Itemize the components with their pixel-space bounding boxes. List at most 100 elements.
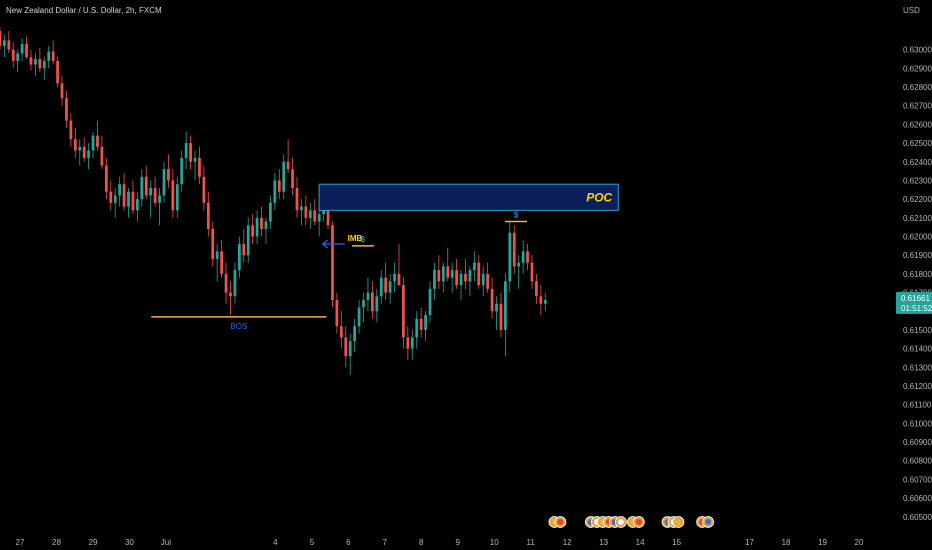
candle bbox=[543, 292, 547, 312]
time-tick-label: 5 bbox=[310, 538, 315, 547]
time-tick-label: 30 bbox=[125, 538, 134, 547]
candle-body bbox=[433, 270, 436, 289]
time-axis[interactable]: 27 28 29 30 Jul 4 5 6 7 8 9 10 11 12 13 14 15 17 18 19 20 bbox=[16, 538, 864, 547]
candle-body bbox=[366, 292, 370, 301]
candle bbox=[410, 329, 414, 360]
price-tick-label: 0.60700 bbox=[903, 475, 932, 484]
candle-body bbox=[362, 300, 365, 308]
price-tick-label: 0.62900 bbox=[903, 64, 932, 73]
candle-body bbox=[87, 150, 90, 159]
candle bbox=[162, 161, 166, 203]
candle-body bbox=[246, 225, 250, 256]
event-flag-icon[interactable] bbox=[672, 516, 685, 528]
candle-body bbox=[0, 30, 2, 46]
candle-body bbox=[393, 273, 396, 282]
candle bbox=[331, 221, 334, 308]
event-flag-icon[interactable] bbox=[614, 516, 627, 528]
candle-body bbox=[158, 195, 161, 203]
candle bbox=[34, 53, 37, 76]
candle-body bbox=[539, 296, 543, 304]
candle bbox=[51, 40, 55, 65]
candle bbox=[362, 292, 365, 323]
candle bbox=[273, 172, 277, 211]
candle bbox=[91, 131, 95, 159]
candle bbox=[184, 131, 188, 170]
candle-body bbox=[410, 337, 414, 349]
event-flag-icon[interactable] bbox=[632, 516, 645, 528]
candle bbox=[167, 154, 170, 188]
candle-body bbox=[517, 262, 521, 267]
candle bbox=[242, 229, 246, 263]
candle bbox=[481, 266, 485, 297]
candle bbox=[472, 251, 476, 282]
event-flag-icon[interactable] bbox=[702, 516, 715, 528]
bar-countdown: 01:51:52 bbox=[901, 304, 932, 313]
candle bbox=[393, 262, 396, 293]
time-tick-label: Jul bbox=[161, 538, 171, 547]
candle-body bbox=[291, 169, 294, 188]
candle-body bbox=[326, 202, 330, 226]
candle bbox=[490, 277, 494, 319]
candle bbox=[11, 42, 15, 69]
candle-body bbox=[357, 307, 361, 327]
candle bbox=[149, 180, 153, 218]
time-tick-label: 18 bbox=[782, 538, 791, 547]
candle bbox=[224, 262, 228, 304]
candle-body bbox=[184, 143, 188, 159]
time-tick-label: 12 bbox=[563, 538, 572, 547]
candle bbox=[189, 135, 192, 170]
candle-body bbox=[122, 184, 126, 207]
candle bbox=[291, 158, 294, 196]
candle-body bbox=[78, 146, 82, 151]
candle bbox=[211, 221, 215, 267]
time-tick-label: 7 bbox=[383, 538, 388, 547]
candle-body bbox=[459, 273, 463, 286]
price-tick-label: 0.62200 bbox=[903, 195, 932, 204]
candle bbox=[264, 217, 268, 244]
candle-body bbox=[20, 44, 24, 54]
time-tick-label: 11 bbox=[527, 538, 536, 547]
event-flag-icon[interactable] bbox=[554, 516, 567, 528]
candle-body bbox=[446, 266, 450, 278]
candle bbox=[220, 240, 223, 278]
last-price-badge: 0.61661 01:51:52 bbox=[896, 291, 932, 314]
poc-zone[interactable] bbox=[318, 183, 619, 211]
candle bbox=[335, 292, 339, 334]
candle-body bbox=[499, 303, 503, 330]
candle-body bbox=[42, 60, 46, 69]
time-tick-label: 9 bbox=[456, 538, 461, 547]
candle bbox=[517, 255, 521, 289]
candle bbox=[171, 169, 175, 218]
candle-body bbox=[508, 232, 512, 282]
candle-body bbox=[490, 288, 494, 312]
candle bbox=[526, 243, 529, 271]
candle bbox=[450, 262, 454, 293]
candle bbox=[304, 195, 308, 226]
candle bbox=[415, 311, 419, 349]
candle-body bbox=[2, 40, 6, 46]
candle bbox=[477, 255, 481, 289]
symbol-title[interactable]: New Zealand Dollar / U.S. Dollar, 2h, FX… bbox=[6, 6, 162, 15]
candle-body bbox=[317, 214, 321, 222]
candle bbox=[246, 217, 250, 263]
candle-body bbox=[251, 225, 255, 237]
candle bbox=[42, 57, 46, 80]
candle-body bbox=[530, 262, 534, 282]
candle bbox=[25, 36, 28, 59]
imb-arrow-icon[interactable] bbox=[321, 239, 345, 249]
price-tick-label: 0.62300 bbox=[903, 176, 932, 185]
price-tick-label: 0.61500 bbox=[903, 326, 932, 335]
time-tick-label: 19 bbox=[818, 538, 827, 547]
candle-body bbox=[167, 169, 170, 181]
candle-body bbox=[211, 229, 215, 259]
candle bbox=[127, 187, 130, 218]
candle-body bbox=[468, 270, 472, 282]
candle-body bbox=[526, 251, 529, 263]
candle-body bbox=[255, 217, 259, 237]
last-price-badge-bg bbox=[896, 291, 932, 314]
candle bbox=[282, 154, 286, 200]
candle bbox=[521, 240, 525, 274]
candle-body bbox=[25, 44, 28, 58]
